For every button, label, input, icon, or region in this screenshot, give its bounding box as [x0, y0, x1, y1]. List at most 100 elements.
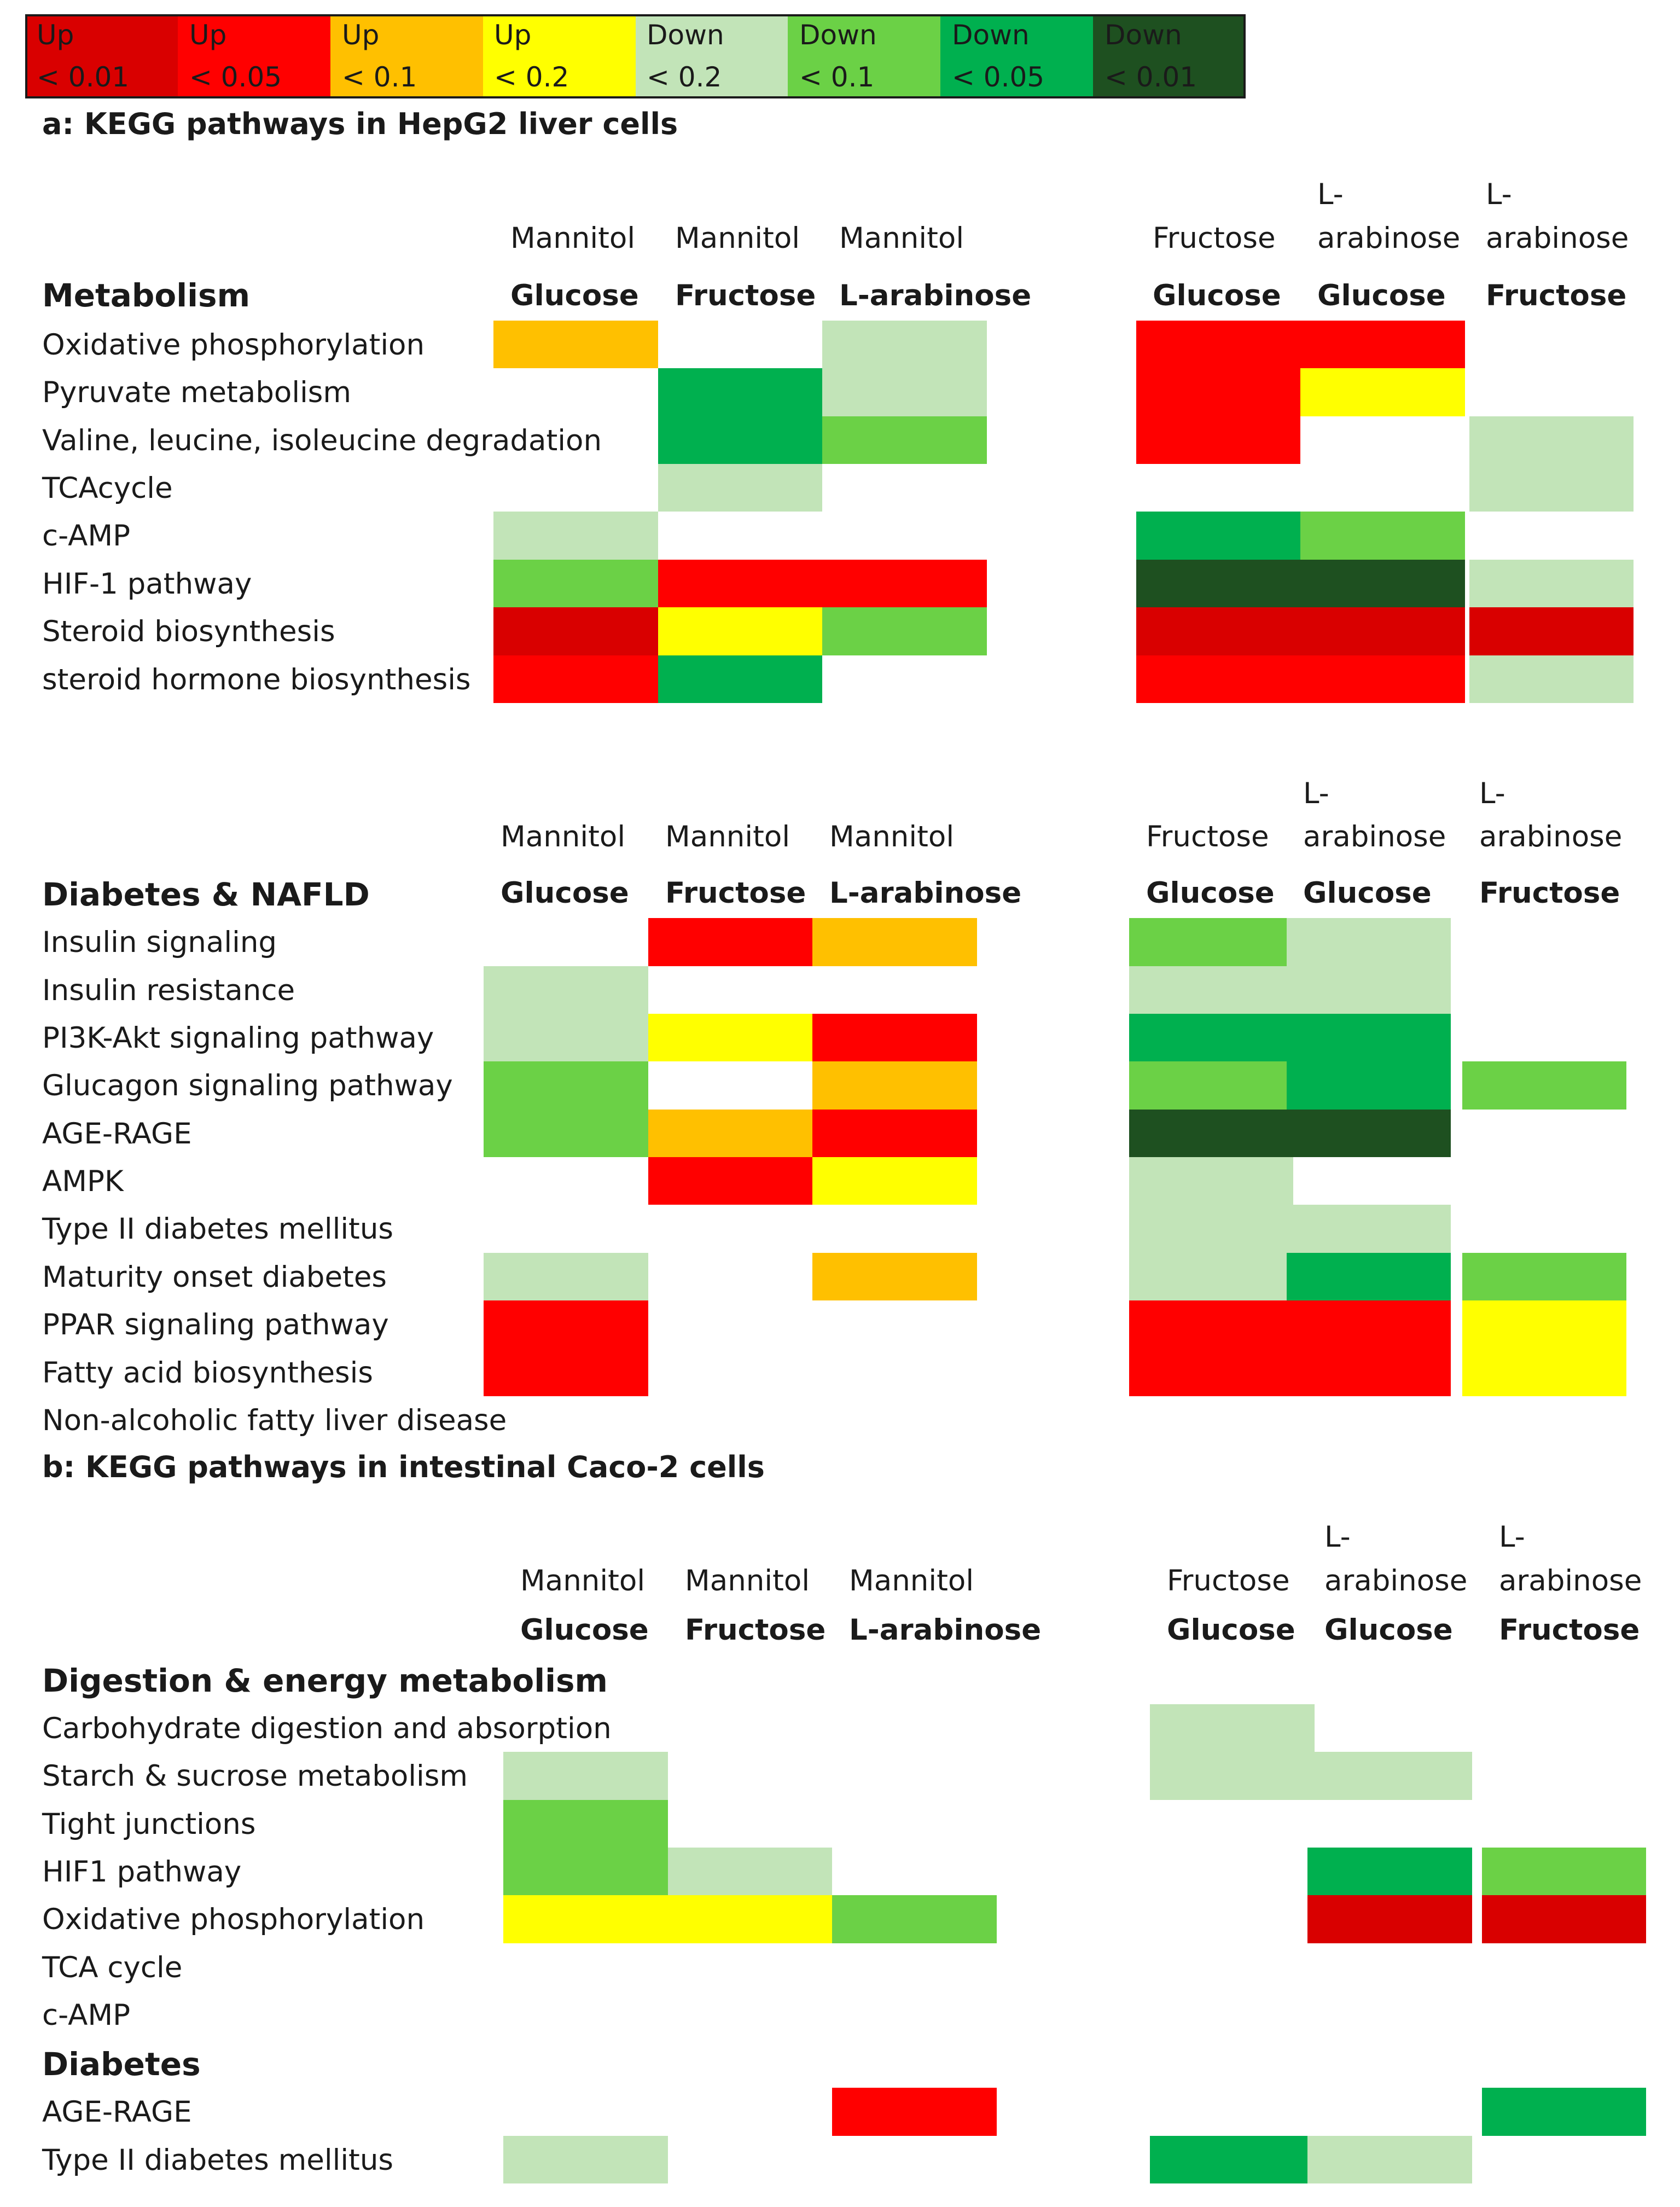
heatmap-cell	[1129, 1157, 1293, 1205]
heatmap-cell	[1469, 655, 1634, 703]
heatmap-cell	[1300, 607, 1465, 655]
heatmap-cell	[822, 560, 987, 607]
heatmap-cell	[658, 607, 822, 655]
legend-swatch	[483, 14, 636, 98]
row-label: Insulin resistance	[42, 974, 295, 1007]
row-label: Oxidative phosphorylation	[42, 328, 425, 362]
column-header-bottom: Fructose	[1479, 876, 1620, 910]
column-header-top: Mannitol	[829, 820, 955, 853]
column-header-bottom: Glucose	[1146, 876, 1275, 910]
legend-label-threshold: < 0.05	[952, 61, 1045, 93]
heatmap-cell	[1482, 2088, 1646, 2136]
heatmap-cell	[1469, 607, 1634, 655]
heatmap-cell	[1469, 464, 1634, 512]
heatmap-cell	[1307, 1752, 1472, 1800]
heatmap-cell	[1150, 2136, 1315, 2183]
column-header-bottom: Glucose	[1303, 876, 1432, 910]
legend-swatch	[330, 14, 483, 98]
row-label: Steroid biosynthesis	[42, 615, 335, 648]
column-header-prefix: L-	[1479, 777, 1505, 810]
column-header-top: Fructose	[1167, 1564, 1290, 1598]
row-label: TCAcycle	[42, 472, 173, 505]
heatmap-cell	[812, 1253, 977, 1300]
heatmap-cell	[1469, 560, 1634, 607]
column-header-prefix: L-	[1303, 777, 1329, 810]
heatmap-cell	[1129, 1205, 1293, 1253]
row-label: Fatty acid biosynthesis	[42, 1356, 373, 1390]
row-label: AGE-RAGE	[42, 2095, 192, 2129]
column-header-bottom: L-arabinose	[839, 279, 1032, 312]
heatmap-cell	[1300, 512, 1465, 560]
row-label: Type II diabetes mellitus	[42, 1212, 394, 1246]
heatmap-cell	[1129, 1253, 1293, 1300]
heatmap-cell	[1129, 1061, 1293, 1110]
row-label: Pyruvate metabolism	[42, 376, 352, 409]
group-title: Diabetes & NAFLD	[42, 876, 370, 913]
row-label: AMPK	[42, 1165, 124, 1198]
legend-label-direction: Up	[189, 19, 227, 51]
heatmap-cell	[1482, 1848, 1646, 1895]
heatmap-cell	[493, 512, 658, 560]
heatmap-cell	[668, 1895, 832, 1943]
heatmap-cell	[1129, 1300, 1293, 1349]
column-header-top: arabinose	[1499, 1564, 1642, 1598]
legend-border	[25, 14, 1246, 98]
legend-label-direction: Down	[647, 19, 724, 51]
heatmap-cell	[1150, 1704, 1315, 1752]
row-label: HIF1 pathway	[42, 1855, 242, 1889]
heatmap-cell	[1287, 1349, 1451, 1396]
column-header-top: Fructose	[1146, 820, 1269, 853]
column-header-bottom: Fructose	[675, 279, 816, 312]
heatmap-cell	[1129, 966, 1293, 1014]
legend-swatch	[25, 14, 178, 98]
heatmap-cell	[1287, 1014, 1451, 1061]
heatmap-cell	[1136, 512, 1300, 560]
legend-label-threshold: < 0.1	[342, 61, 417, 93]
heatmap-cell	[503, 1895, 668, 1943]
column-header-top: arabinose	[1324, 1564, 1468, 1598]
heatmap-cell	[658, 368, 822, 416]
heatmap-cell	[1462, 1349, 1626, 1396]
heatmap-cell	[484, 1253, 648, 1300]
legend-swatch	[788, 14, 940, 98]
heatmap-cell	[822, 607, 987, 655]
heatmap-cell	[1300, 321, 1465, 368]
row-label: AGE-RAGE	[42, 1117, 192, 1151]
heatmap-cell	[1136, 368, 1300, 416]
heatmap-cell	[484, 1061, 648, 1110]
legend-swatch	[1093, 14, 1246, 98]
row-label: PPAR signaling pathway	[42, 1308, 389, 1341]
heatmap-cell	[1307, 1848, 1472, 1895]
column-header-bottom: Glucose	[1167, 1613, 1295, 1647]
column-header-top: arabinose	[1317, 222, 1461, 255]
heatmap-cell	[1129, 918, 1293, 966]
heatmap-cell	[658, 416, 822, 464]
heatmap-cell	[1482, 1895, 1646, 1943]
column-header-bottom: Glucose	[510, 279, 639, 312]
column-header-top: Mannitol	[501, 820, 626, 853]
heatmap-cell	[484, 1349, 648, 1396]
heatmap-cell	[648, 1110, 812, 1157]
heatmap-cell	[1300, 368, 1465, 416]
heatmap-cell	[812, 918, 977, 966]
legend-label-direction: Down	[799, 19, 877, 51]
legend-label-direction: Down	[952, 19, 1030, 51]
legend-label-threshold: < 0.2	[494, 61, 569, 93]
column-header-bottom: Fructose	[1486, 279, 1627, 312]
column-header-bottom: L-arabinose	[829, 876, 1022, 910]
heatmap-cell	[648, 918, 812, 966]
group-title: Diabetes	[42, 2046, 201, 2083]
heatmap-cell	[1287, 918, 1451, 966]
row-label: c-AMP	[42, 1999, 131, 2032]
heatmap-cell	[1136, 416, 1300, 464]
group-title: Digestion & energy metabolism	[42, 1662, 608, 1699]
column-header-bottom: Fructose	[1499, 1613, 1640, 1647]
heatmap-cell	[1287, 1253, 1451, 1300]
row-label: Type II diabetes mellitus	[42, 2144, 394, 2177]
heatmap-cell	[1469, 416, 1634, 464]
heatmap-cell	[1129, 1349, 1293, 1396]
column-header-bottom: Fructose	[685, 1613, 826, 1647]
legend-label-threshold: < 0.1	[799, 61, 875, 93]
column-header-top: arabinose	[1303, 820, 1446, 853]
column-header-prefix: L-	[1499, 1520, 1525, 1554]
